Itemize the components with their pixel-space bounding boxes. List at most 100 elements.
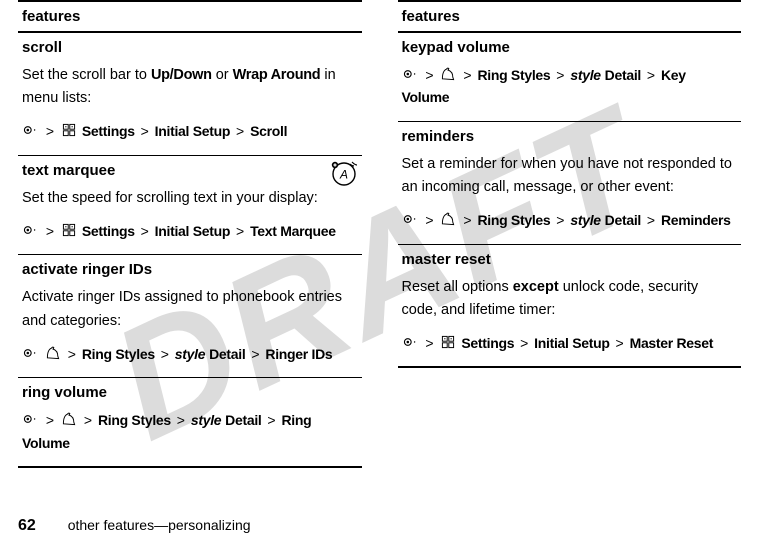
ring-icon xyxy=(60,411,78,427)
ring-icon xyxy=(439,66,457,82)
path-segment: Reminders xyxy=(661,212,731,228)
ring-icon xyxy=(439,211,457,227)
path-separator: > xyxy=(614,335,626,351)
path-separator: > xyxy=(44,223,56,239)
path-separator: > xyxy=(175,412,187,428)
feature-cell: activate ringer IDs Activate ringer IDs a… xyxy=(18,255,362,378)
menu-path: > > Ring Styles > style Detail > Reminde… xyxy=(402,209,738,231)
cell-description: Activate ringer IDs assigned to phoneboo… xyxy=(22,286,358,332)
ring-icon xyxy=(44,345,62,361)
center-icon xyxy=(22,345,40,361)
path-separator: > xyxy=(461,67,473,83)
operator-badge-icon xyxy=(330,160,358,188)
path-separator: > xyxy=(554,67,566,83)
cell-body: Set the speed for scrolling text in your… xyxy=(22,187,358,243)
path-segment: style xyxy=(175,346,205,362)
feature-cell: reminders Set a reminder for when you hav… xyxy=(398,121,742,244)
path-segment: Settings xyxy=(82,223,135,239)
cell-title: ring volume xyxy=(22,384,358,401)
tools-icon xyxy=(60,222,78,238)
left-table: features scroll Set the scroll bar to Up/… xyxy=(18,0,362,468)
path-separator: > xyxy=(66,346,78,362)
path-separator: > xyxy=(461,212,473,228)
cell-title: keypad volume xyxy=(402,39,738,56)
center-icon xyxy=(22,122,40,138)
menu-path: > > Ring Styles > style Detail > Ring Vo… xyxy=(22,409,358,454)
path-segment: Settings xyxy=(82,123,135,139)
cell-title: text marquee xyxy=(22,162,358,179)
cell-body: > > Ring Styles > style Detail > Ring Vo… xyxy=(22,409,358,454)
center-icon xyxy=(402,334,420,350)
page-number: 62 xyxy=(18,517,36,534)
cell-body: Activate ringer IDs assigned to phoneboo… xyxy=(22,286,358,365)
path-segment: style xyxy=(191,412,221,428)
path-segment: Ring Styles xyxy=(98,412,171,428)
cell-body: Set the scroll bar to Up/Down or Wrap Ar… xyxy=(22,64,358,143)
path-segment: Scroll xyxy=(250,123,287,139)
feature-cell: master reset Reset all options except unl… xyxy=(398,244,742,367)
path-separator: > xyxy=(82,412,94,428)
path-separator: > xyxy=(44,412,56,428)
path-segment: Ring Styles xyxy=(82,346,155,362)
footer-text: other features—personalizing xyxy=(68,517,251,533)
cell-body: Reset all options except unlock code, se… xyxy=(402,276,738,355)
feature-cell: text marquee Set the speed for scrolling … xyxy=(18,155,362,255)
left-column: features scroll Set the scroll bar to Up/… xyxy=(18,0,362,468)
path-segment: Text Marquee xyxy=(250,223,336,239)
path-separator: > xyxy=(234,223,246,239)
cell-description: Set the scroll bar to Up/Down or Wrap Ar… xyxy=(22,64,358,110)
path-segment: Initial Setup xyxy=(155,223,230,239)
menu-path: > Settings > Initial Setup > Text Marque… xyxy=(22,220,358,242)
menu-path: > Ring Styles > style Detail > Ringer ID… xyxy=(22,343,358,365)
path-segment: Detail xyxy=(605,212,641,228)
cell-body: > > Ring Styles > style Detail > Key Vol… xyxy=(402,64,738,109)
cell-title: reminders xyxy=(402,128,738,145)
menu-path: > Settings > Initial Setup > Scroll xyxy=(22,120,358,142)
footer: 62 other features—personalizing xyxy=(18,517,251,535)
path-separator: > xyxy=(423,212,435,228)
path-separator: > xyxy=(265,412,277,428)
left-header: features xyxy=(18,1,362,32)
path-separator: > xyxy=(645,212,657,228)
cell-title: scroll xyxy=(22,39,358,56)
path-segment: style xyxy=(570,212,600,228)
feature-cell: scroll Set the scroll bar to Up/Down or W… xyxy=(18,32,362,155)
path-separator: > xyxy=(518,335,530,351)
path-separator: > xyxy=(645,67,657,83)
path-separator: > xyxy=(554,212,566,228)
path-separator: > xyxy=(423,335,435,351)
path-separator: > xyxy=(139,223,151,239)
path-segment: Detail xyxy=(225,412,261,428)
cell-description: Reset all options except unlock code, se… xyxy=(402,276,738,322)
menu-path: > Settings > Initial Setup > Master Rese… xyxy=(402,332,738,354)
center-icon xyxy=(402,211,420,227)
path-segment: Initial Setup xyxy=(155,123,230,139)
right-header: features xyxy=(398,1,742,32)
path-separator: > xyxy=(234,123,246,139)
cell-body: Set a reminder for when you have not res… xyxy=(402,153,738,232)
path-segment: Initial Setup xyxy=(534,335,609,351)
path-separator: > xyxy=(44,123,56,139)
center-icon xyxy=(402,66,420,82)
center-icon xyxy=(22,411,40,427)
cell-title: activate ringer IDs xyxy=(22,261,358,278)
cell-title: master reset xyxy=(402,251,738,268)
center-icon xyxy=(22,222,40,238)
path-separator: > xyxy=(139,123,151,139)
path-segment: Ringer IDs xyxy=(265,346,332,362)
feature-cell: keypad volume > > Ring Styles > style De… xyxy=(398,32,742,121)
right-table: features keypad volume > > Ring Styles >… xyxy=(398,0,742,368)
menu-path: > > Ring Styles > style Detail > Key Vol… xyxy=(402,64,738,109)
path-separator: > xyxy=(249,346,261,362)
path-segment: Detail xyxy=(605,67,641,83)
path-segment: Master Reset xyxy=(630,335,714,351)
path-separator: > xyxy=(423,67,435,83)
tools-icon xyxy=(439,334,457,350)
right-column: features keypad volume > > Ring Styles >… xyxy=(398,0,742,468)
cell-description: Set the speed for scrolling text in your… xyxy=(22,187,358,210)
tools-icon xyxy=(60,122,78,138)
path-segment: Ring Styles xyxy=(477,212,550,228)
page-content: features scroll Set the scroll bar to Up/… xyxy=(0,0,759,468)
path-separator: > xyxy=(159,346,171,362)
cell-description: Set a reminder for when you have not res… xyxy=(402,153,738,199)
